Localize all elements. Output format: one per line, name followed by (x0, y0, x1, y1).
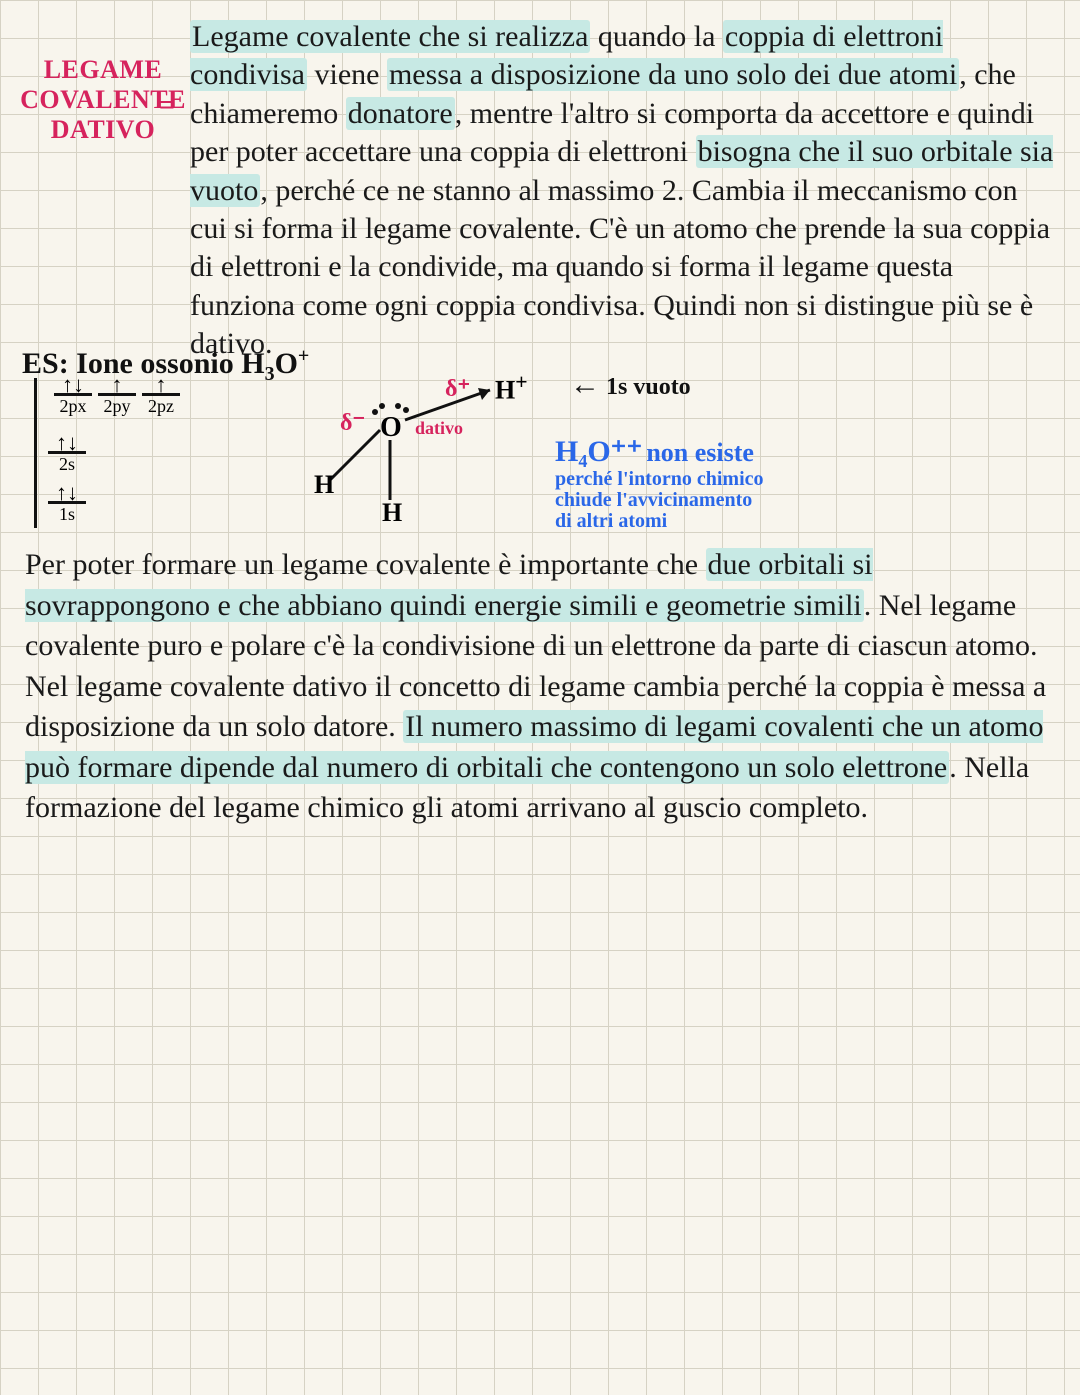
side-line4: di altri atomi (555, 510, 667, 532)
equals-sign: = (159, 90, 175, 122)
h1s-text: 1s vuoto (606, 374, 691, 400)
arrow-left-icon: ← (570, 368, 600, 401)
orb-2pz: ↑ 2pz (142, 378, 180, 417)
molecule-diagram: O H H H+ δ⁻ δ⁺ dativo (300, 370, 560, 530)
orbital-axis (34, 378, 37, 528)
p1-t2: quando la (590, 20, 722, 53)
atom-H3-sym: H (495, 376, 515, 405)
orb-2px-label: 2px (60, 396, 87, 417)
delta-minus: δ⁻ (340, 408, 365, 437)
ex-formula-sub: 3 (265, 363, 275, 385)
orb-2py: ↑ 2py (98, 378, 136, 417)
orb-1s-label: 1s (59, 504, 75, 525)
atom-H2: H (382, 498, 402, 528)
orb-2s: ↑↓ 2s (48, 436, 86, 475)
definition-paragraph: Legame covalente che si realizza quando … (190, 18, 1060, 364)
orbital-row-1s: ↑↓ 1s (48, 486, 86, 525)
page-content: LEGAME COVALENTE DATIVO = Legame covalen… (0, 0, 1080, 1395)
orbital-row-2p: ↑↓ 2px ↑ 2py ↑ 2pz (54, 378, 180, 417)
orb-2px: ↑↓ 2px (54, 378, 92, 417)
delta-plus: δ⁺ (445, 374, 470, 403)
side-note: H₄O⁺⁺ non esiste perché l'intorno chimic… (555, 434, 935, 532)
p1-hl5: messa a disposizione da uno solo dei due… (387, 58, 959, 91)
ex-formula-O: O (275, 347, 298, 380)
atom-H1: H (314, 470, 334, 500)
orbital-diagram: ↑↓ 2px ↑ 2py ↑ 2pz ↑↓ 2s (28, 378, 258, 538)
orb-2px-arrows: ↑↓ (62, 378, 84, 391)
orb-2py-arrows: ↑ (112, 378, 123, 391)
orb-2pz-arrows: ↑ (156, 378, 167, 391)
side-line3: chiude l'avvicinamento (555, 489, 752, 511)
orb-2s-label: 2s (59, 454, 75, 475)
atom-H3: H+ (495, 370, 528, 406)
orb-1s-arrows: ↑↓ (56, 486, 78, 499)
p2-t1: Per poter formare un legame covalente è … (25, 548, 706, 581)
h1s-empty-note: ← 1s vuoto (570, 368, 691, 402)
p1-t4: viene (307, 58, 387, 91)
ex-formula-sup: + (298, 345, 309, 367)
orb-2s-arrows: ↑↓ (56, 436, 78, 449)
p1-t10: , perché ce ne stanno al massimo 2. Camb… (190, 174, 1050, 361)
margin-title-line1: LEGAME (18, 55, 188, 85)
ex-formula-H: H (241, 347, 264, 380)
orb-2py-label: 2py (104, 396, 131, 417)
orb-2pz-label: 2pz (148, 396, 174, 417)
example-prefix: ES: Ione ossonio (22, 347, 241, 380)
atom-O: O (380, 412, 402, 444)
side-line1: non esiste (646, 438, 754, 467)
side-line2: perché l'intorno chimico (555, 468, 764, 490)
side-formula: H₄O⁺⁺ (555, 435, 642, 468)
p1-hl7: donatore (346, 97, 455, 130)
explanation-paragraph: Per poter formare un legame covalente è … (25, 545, 1055, 829)
dative-label: dativo (415, 418, 463, 439)
atom-H3-charge: + (515, 370, 527, 394)
p1-hl1: Legame covalente che si realizza (190, 20, 590, 53)
orb-1s: ↑↓ 1s (48, 486, 86, 525)
orbital-row-2s: ↑↓ 2s (48, 436, 86, 475)
